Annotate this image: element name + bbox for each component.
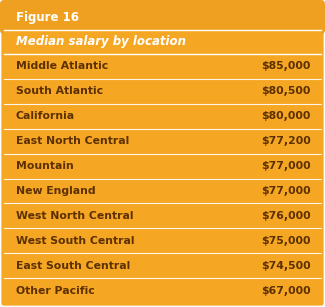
Text: $74,500: $74,500 — [261, 261, 311, 271]
Text: $75,000: $75,000 — [262, 236, 311, 246]
Text: $77,000: $77,000 — [261, 186, 311, 196]
Bar — [4, 253, 321, 278]
Text: $76,000: $76,000 — [261, 211, 311, 221]
Bar — [4, 278, 321, 303]
Text: $80,000: $80,000 — [262, 111, 311, 121]
Bar — [4, 228, 321, 253]
Text: $77,000: $77,000 — [261, 161, 311, 171]
Text: $77,200: $77,200 — [261, 136, 311, 146]
Bar — [4, 79, 321, 104]
Text: Middle Atlantic: Middle Atlantic — [16, 61, 108, 72]
Text: Median salary by location: Median salary by location — [16, 36, 186, 49]
Text: Other Pacific: Other Pacific — [16, 286, 95, 296]
Text: $80,500: $80,500 — [262, 86, 311, 96]
Text: West South Central: West South Central — [16, 236, 135, 246]
Bar — [4, 54, 321, 79]
Text: New England: New England — [16, 186, 96, 196]
Text: East South Central: East South Central — [16, 261, 130, 271]
Text: South Atlantic: South Atlantic — [16, 86, 103, 96]
Text: $67,000: $67,000 — [261, 286, 311, 296]
FancyBboxPatch shape — [0, 0, 325, 34]
Bar — [4, 129, 321, 154]
Bar — [4, 30, 321, 54]
Text: California: California — [16, 111, 75, 121]
Bar — [4, 104, 321, 129]
Text: Figure 16: Figure 16 — [16, 10, 79, 24]
Text: East North Central: East North Central — [16, 136, 129, 146]
Bar — [4, 204, 321, 228]
Text: Mountain: Mountain — [16, 161, 74, 171]
Bar — [4, 154, 321, 178]
Text: $85,000: $85,000 — [262, 61, 311, 72]
Bar — [4, 178, 321, 204]
Text: West North Central: West North Central — [16, 211, 134, 221]
